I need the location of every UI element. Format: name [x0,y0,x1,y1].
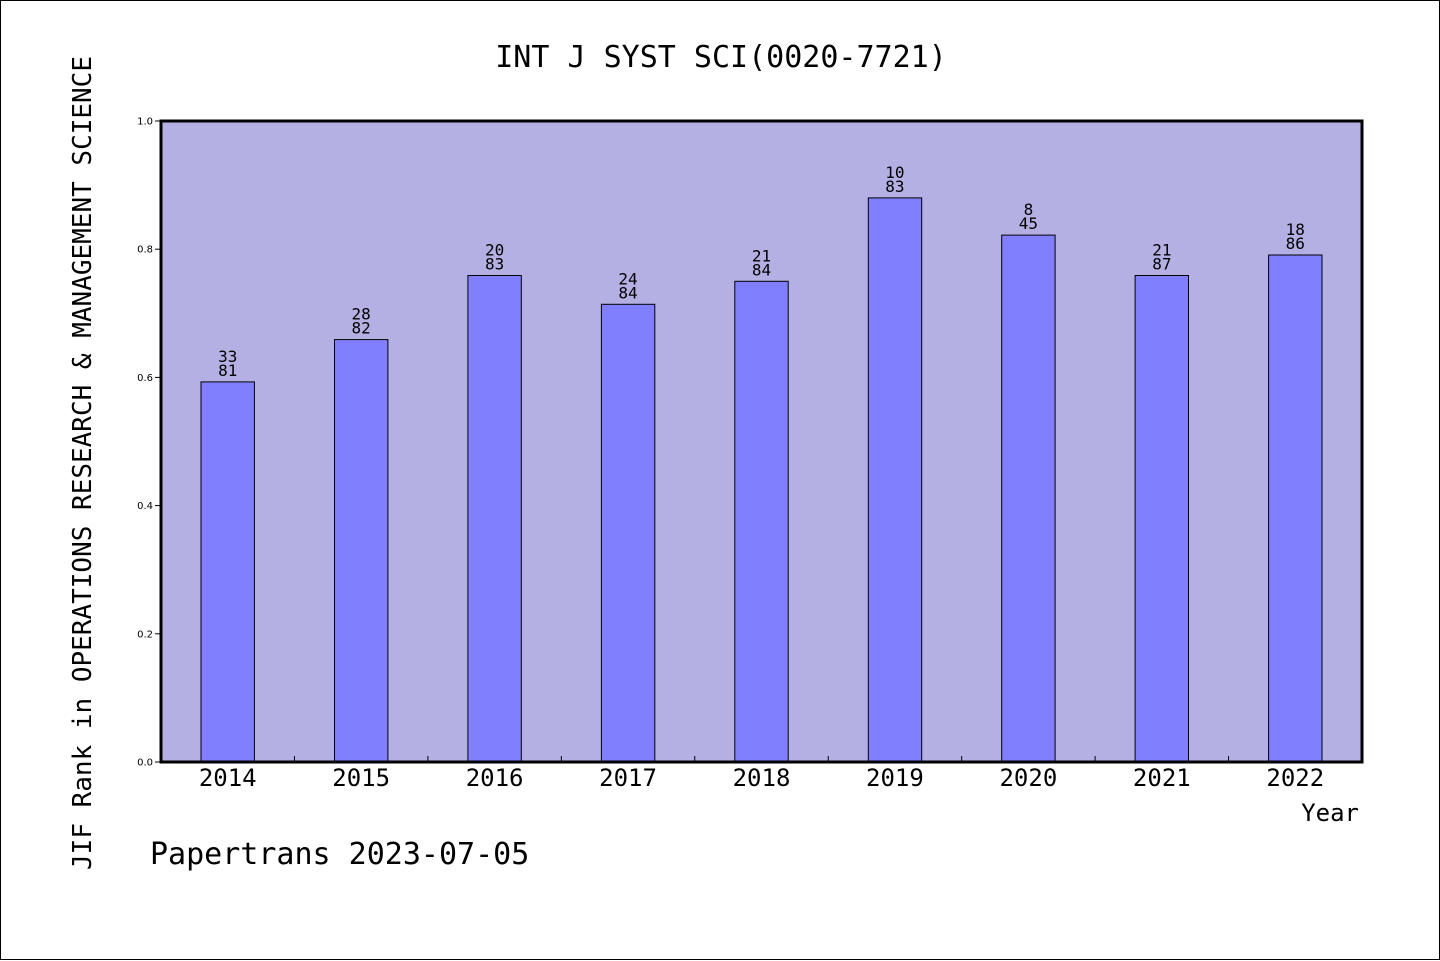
bar-total-label-2016: 83 [485,255,504,274]
plot-frame [159,119,1364,764]
bar-total-label-2021: 87 [1152,255,1171,274]
x-tick-label-2020: 2020 [999,764,1057,792]
bar-2017 [600,303,656,763]
x-tick-label-2021: 2021 [1133,764,1191,792]
chart-title: INT J SYST SCI(0020-7721) [495,40,947,75]
bar-rank-label-2020: 8 [1024,200,1034,219]
bar-2021 [1134,275,1189,763]
bar-rank-label-2015: 28 [352,305,371,324]
x-tick-label-2022: 2022 [1266,764,1324,792]
x-tick-label-2017: 2017 [599,764,657,792]
bar-2015 [334,339,389,763]
bar-total-label-2015: 82 [352,319,371,338]
bar-total-label-2014: 81 [218,361,237,380]
x-axis: 2014 2015 2016 2017 2018 2019 2020 2021 2022 [199,756,1324,792]
bar-total-label-2020: 45 [1019,214,1038,233]
bar-rank-label-2016: 20 [485,241,504,260]
bar-2018 [734,280,789,763]
bar-2020 [1001,234,1056,763]
bar-rank-label-2022: 18 [1286,220,1305,239]
bar-rank-label-2017: 24 [618,269,637,288]
footer-credit: Papertrans 2023-07-05 [150,837,529,872]
x-tick-label-2016: 2016 [466,764,524,792]
y-tick-label-1.0: 1.0 [137,117,153,128]
y-axis-label: JIF Rank in OPERATIONS RESEARCH & MANAGE… [68,56,98,870]
x-tick-label-2019: 2019 [866,764,924,792]
y-tick-label-0.4: 0.4 [137,501,153,512]
bar-2019 [867,197,923,763]
bar-rank-label-2021: 21 [1152,241,1171,260]
bar-2014 [200,381,255,763]
y-tick-label-0.8: 0.8 [137,245,153,256]
y-tick-label-0.0: 0.0 [137,758,153,769]
bar-rank-label-2018: 21 [752,246,771,265]
bar-total-label-2022: 86 [1286,234,1305,253]
y-tick-label-0.2: 0.2 [137,629,153,640]
bar-2022 [1268,254,1323,763]
bar-total-label-2018: 84 [752,260,771,279]
bar-total-label-2019: 83 [885,177,904,196]
bars-layer [200,197,1323,763]
bar-2016 [467,275,522,763]
x-axis-label: Year [1301,799,1359,827]
bar-rank-label-2019: 10 [885,163,904,182]
y-tick-label-0.6: 0.6 [137,373,153,384]
x-tick-label-2018: 2018 [733,764,791,792]
x-tick-label-2015: 2015 [332,764,390,792]
bar-rank-label-2014: 33 [218,347,237,366]
bar-total-label-2017: 84 [618,283,637,302]
y-axis: 0.0 0.2 0.4 0.6 0.8 1.0 [137,117,161,769]
x-tick-label-2014: 2014 [199,764,257,792]
